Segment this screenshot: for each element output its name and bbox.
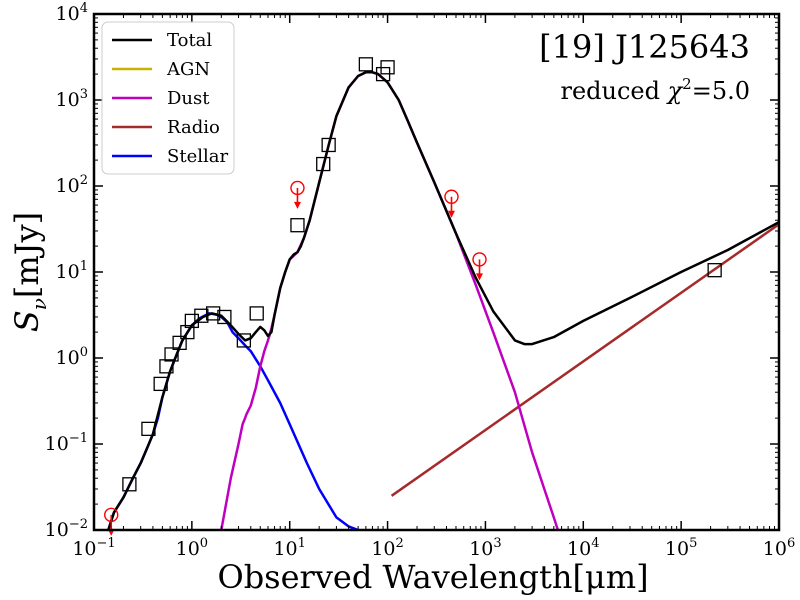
y-tick-label: 104: [56, 1, 88, 25]
x-tick-label: 100: [176, 536, 208, 560]
observed-point: [141, 421, 156, 437]
legend-label: Stellar: [167, 146, 228, 167]
observed-point: [290, 218, 305, 233]
subtitle-prefix: reduced: [560, 77, 667, 105]
y-axis-label-symbol: S: [8, 310, 46, 332]
series-lines: [107, 71, 779, 530]
observed-point: [707, 263, 722, 278]
series-line-total: [107, 71, 779, 530]
observed-point: [180, 324, 195, 340]
chart-subtitle: reduced χ2=5.0: [560, 75, 750, 105]
observed-point: [184, 313, 200, 329]
legend-entries: Total AGN Dust Radio Stellar: [112, 30, 228, 167]
x-tick-label: 106: [763, 536, 795, 560]
observed-points: [122, 57, 722, 492]
legend-item-agn: AGN: [112, 59, 210, 80]
observed-point: [122, 477, 137, 492]
x-tick-label: 104: [567, 536, 599, 560]
legend-box: [101, 21, 235, 175]
y-tick-label: 10−2: [45, 517, 88, 541]
legend-label: AGN: [166, 59, 210, 80]
upper-limit-markers: [104, 180, 487, 536]
observed-point: [194, 308, 209, 323]
y-tick-label: 10−1: [45, 431, 88, 455]
y-axis-label-subscript: ν: [27, 298, 51, 310]
series-line-stellar: [107, 312, 359, 530]
observed-point: [380, 60, 395, 75]
legend-item-dust: Dust: [112, 88, 210, 109]
series-line-radio: [390, 223, 779, 497]
legend-item-stellar: Stellar: [112, 146, 228, 167]
observed-point: [217, 309, 232, 325]
observed-point: [321, 137, 336, 153]
legend-label: Radio: [167, 117, 220, 138]
observed-point: [236, 333, 252, 348]
x-tick-label: 105: [665, 536, 697, 560]
observed-point: [159, 359, 174, 374]
y-tick-label: 100: [56, 345, 88, 369]
y-tick-label: 102: [56, 173, 88, 197]
observed-point: [358, 57, 374, 72]
observed-point: [316, 156, 331, 172]
axis-tick-labels: 10−1 100 101 102 103 104 105 10610−210−11001011…: [45, 1, 796, 560]
x-axis-label: Observed Wavelength[μm]: [217, 558, 648, 596]
subtitle-chi: χ: [666, 77, 684, 105]
observed-point: [249, 306, 264, 321]
x-tick-label: 101: [273, 536, 305, 560]
chart-title: [19] J125643: [539, 28, 750, 66]
x-tick-label: 102: [371, 536, 403, 560]
x-tick-label: 10−1: [72, 536, 115, 560]
axis-ticks: [93, 13, 780, 531]
upper-limit-marker: [104, 507, 119, 536]
upper-limit-marker: [472, 252, 487, 281]
observed-point: [153, 376, 168, 392]
subtitle-sup: 2: [682, 75, 692, 93]
legend-label: Dust: [167, 88, 210, 109]
legend-item-radio: Radio: [112, 117, 220, 138]
observed-point: [205, 306, 221, 321]
y-axis-label: Sν[mJy]: [8, 212, 51, 332]
x-tick-label: 103: [469, 536, 501, 560]
upper-limit-marker: [444, 189, 459, 218]
legend-label: Total: [167, 30, 212, 51]
upper-limit-marker: [290, 180, 305, 209]
series-line-dust: [220, 71, 560, 530]
subtitle-value: =5.0: [692, 77, 750, 105]
y-tick-label: 103: [56, 87, 88, 111]
legend: Total AGN Dust Radio Stellar: [101, 21, 235, 175]
observed-point: [172, 335, 187, 351]
legend-item-total: Total: [112, 30, 212, 51]
observed-point: [164, 347, 179, 362]
y-tick-label: 101: [56, 259, 88, 283]
y-axis-label-unit: [mJy]: [8, 212, 46, 298]
